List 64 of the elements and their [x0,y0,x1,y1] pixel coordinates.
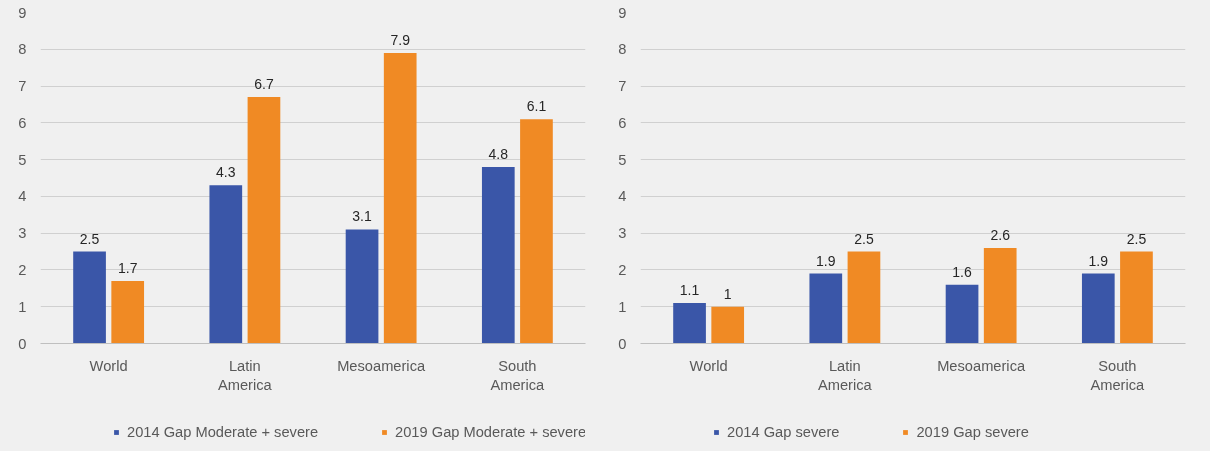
x-tick-label: South America [490,357,546,393]
y-tick-label: 9 [618,4,627,21]
bar [209,185,243,344]
bar [847,251,881,344]
y-tick-label: 1 [18,298,27,315]
data-label: 1.9 [816,252,836,269]
bar [73,251,106,344]
bar [247,97,281,344]
data-label: 6.1 [526,98,547,115]
bar [1120,251,1153,344]
data-label: 4.3 [216,164,236,181]
y-tick-label: 6 [18,114,27,131]
y-tick-label: 6 [618,114,627,131]
bar [711,306,745,344]
data-label: 1 [723,285,732,302]
data-label: 1.1 [679,282,700,299]
y-tick-label: 3 [618,225,627,242]
data-label: 2.5 [1126,230,1147,247]
data-label: 1.7 [117,259,138,276]
x-tick-label: World [689,357,728,374]
y-tick-label: 1 [618,298,627,315]
y-tick-label: 9 [18,4,27,21]
y-tick-label: 4 [618,188,627,205]
data-label: 6.7 [254,76,274,93]
bar [945,284,979,344]
x-tick-label: World [89,357,128,374]
legend-label: 2019 Gap severe [916,424,1029,440]
x-tick-label: South America [1090,357,1146,393]
y-tick-label: 8 [618,41,627,58]
y-tick-label: 0 [18,335,27,352]
bar [111,280,145,344]
y-tick-label: 5 [18,151,27,168]
data-label: 2.5 [854,230,874,247]
bar [383,52,417,344]
y-tick-label: 7 [18,78,27,95]
bar [673,303,706,344]
y-tick-label: 4 [18,188,27,205]
y-tick-label: 3 [18,225,27,242]
x-tick-label: Latin America [218,357,273,393]
x-tick-label: Mesoamerica [337,357,426,374]
y-tick-label: 5 [618,151,627,168]
data-label: 4.8 [488,145,509,162]
bar [1081,273,1115,344]
legend-label: 2019 Gap Moderate + severe [395,424,586,440]
x-tick-label: Latin America [818,357,873,393]
bar [345,229,379,344]
data-label: 2.5 [79,230,100,247]
data-label: 3.1 [352,208,372,225]
legend-label: 2014 Gap Moderate + severe [127,424,319,440]
bar [520,119,553,344]
data-label: 1.6 [952,263,972,280]
y-tick-label: 0 [618,335,627,352]
x-tick-label: Mesoamerica [937,357,1026,374]
bar [809,273,843,344]
data-label: 7.9 [390,31,411,48]
y-tick-label: 2 [18,261,27,278]
bar [481,166,515,344]
data-label: 1.9 [1088,252,1109,269]
bar [983,247,1017,344]
y-tick-label: 2 [618,261,627,278]
y-tick-label: 7 [618,78,627,95]
data-label: 2.6 [990,226,1011,243]
y-tick-label: 8 [18,41,27,58]
legend-label: 2014 Gap severe [727,424,840,440]
